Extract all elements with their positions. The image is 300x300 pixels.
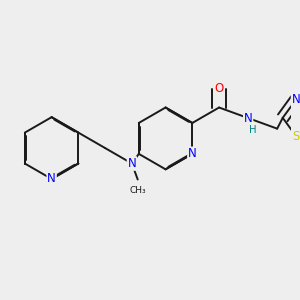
- Text: N: N: [188, 147, 197, 161]
- Text: CH₃: CH₃: [129, 186, 146, 195]
- Text: S: S: [292, 130, 300, 142]
- Text: N: N: [292, 93, 300, 106]
- Text: N: N: [128, 157, 136, 170]
- Text: O: O: [214, 82, 224, 95]
- Text: N: N: [47, 172, 56, 185]
- Text: H: H: [249, 125, 257, 135]
- Text: N: N: [244, 112, 253, 124]
